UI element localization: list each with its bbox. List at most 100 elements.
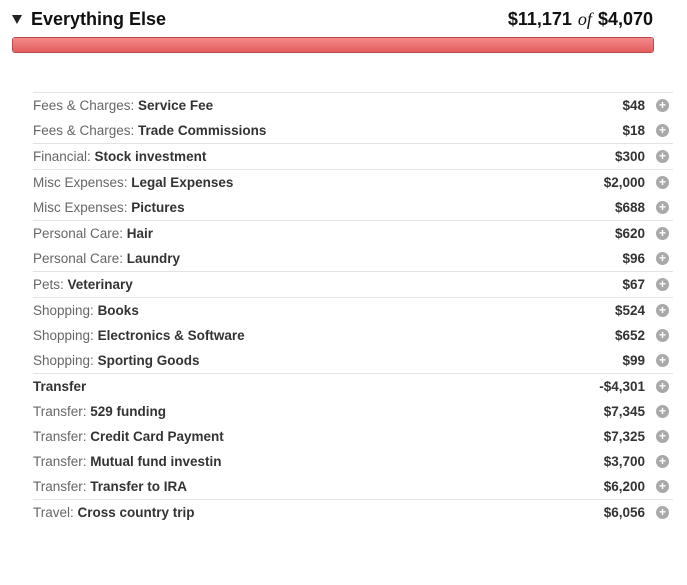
- subcategory-label: Transfer to IRA: [90, 479, 188, 494]
- subcategory-label: Stock investment: [94, 149, 207, 164]
- collapse-triangle-icon[interactable]: [12, 15, 22, 24]
- amount-value: $300: [614, 149, 645, 164]
- plus-circle-icon[interactable]: +: [656, 354, 669, 367]
- budget-line-item[interactable]: Personal Care: Laundry $96 +: [33, 246, 673, 271]
- category-group: Shopping: Books $524 + Shopping: Electronic…: [33, 297, 673, 373]
- budget-line-item[interactable]: Pets: Veterinary $67 +: [33, 272, 673, 297]
- plus-circle-icon[interactable]: +: [656, 99, 669, 112]
- subcategory-label: Sporting Goods: [97, 353, 200, 368]
- of-label: of: [577, 9, 592, 29]
- category-label: Transfer:: [33, 404, 91, 419]
- category-group: Personal Care: Hair $620 + Personal Care: L…: [33, 220, 673, 271]
- budget-totals: $11,171 of $4,070: [508, 9, 653, 30]
- amount-value: $7,345: [603, 404, 645, 419]
- subcategory-label: Veterinary: [67, 277, 133, 292]
- amount-value: $7,325: [603, 429, 645, 444]
- budget-line-item[interactable]: Fees & Charges: Trade Commissions $18 +: [33, 118, 673, 143]
- budget-line-item[interactable]: Shopping: Books $524 +: [33, 298, 673, 323]
- budget-line-item[interactable]: Transfer: Mutual fund investin $3,700 +: [33, 449, 673, 474]
- spent-amount: $11,171: [507, 9, 572, 29]
- category-label: Misc Expenses:: [33, 175, 132, 190]
- budget-amount: $4,070: [597, 9, 653, 29]
- plus-circle-icon[interactable]: +: [656, 304, 669, 317]
- amount-value: $6,056: [603, 505, 645, 520]
- plus-circle-icon[interactable]: +: [656, 480, 669, 493]
- amount-value: $99: [622, 353, 645, 368]
- category-group: Travel: Cross country trip $6,056 +: [33, 499, 673, 525]
- subcategory-label: Legal Expenses: [131, 175, 234, 190]
- subcategory-label: Hair: [126, 226, 154, 241]
- plus-circle-icon[interactable]: +: [656, 201, 669, 214]
- subcategory-label: Pictures: [131, 200, 185, 215]
- section-title: Everything Else: [31, 9, 167, 29]
- plus-circle-icon[interactable]: +: [656, 252, 669, 265]
- budget-line-item[interactable]: Transfer: Credit Card Payment $7,325 +: [33, 424, 673, 449]
- category-label: Shopping:: [33, 353, 98, 368]
- budget-line-item[interactable]: Fees & Charges: Service Fee $48 +: [33, 93, 673, 118]
- plus-circle-icon[interactable]: +: [656, 506, 669, 519]
- plus-circle-icon[interactable]: +: [656, 455, 669, 468]
- category-label: Fees & Charges:: [33, 98, 139, 113]
- subcategory-label: Credit Card Payment: [90, 429, 224, 444]
- category-label: Personal Care:: [33, 251, 127, 266]
- category-label: Fees & Charges:: [33, 123, 139, 138]
- budget-line-item[interactable]: Transfer -$4,301 +: [33, 374, 673, 399]
- category-label: Personal Care:: [33, 226, 127, 241]
- plus-circle-icon[interactable]: +: [656, 405, 669, 418]
- subcategory-label: Mutual fund investin: [90, 454, 222, 469]
- category-label: Transfer: [33, 379, 87, 394]
- amount-value: $48: [622, 98, 645, 113]
- subcategory-label: Trade Commissions: [138, 123, 267, 138]
- category-label: Shopping:: [33, 303, 98, 318]
- plus-circle-icon[interactable]: +: [656, 150, 669, 163]
- category-group: Pets: Veterinary $67 +: [33, 271, 673, 297]
- category-label: Travel:: [33, 505, 78, 520]
- budget-line-item[interactable]: Transfer: 529 funding $7,345 +: [33, 399, 673, 424]
- budget-line-item[interactable]: Shopping: Electronics & Software $652 +: [33, 323, 673, 348]
- subcategory-label: Service Fee: [138, 98, 214, 113]
- category-group: Financial: Stock investment $300 +: [33, 143, 673, 169]
- category-group: Transfer -$4,301 + Transfer: 529 funding $7,…: [33, 373, 673, 499]
- budget-line-item[interactable]: Misc Expenses: Pictures $688 +: [33, 195, 673, 220]
- category-label: Misc Expenses:: [33, 200, 132, 215]
- category-group: Misc Expenses: Legal Expenses $2,000 + Misc…: [33, 169, 673, 220]
- amount-value: $67: [622, 277, 645, 292]
- amount-value: $524: [614, 303, 645, 318]
- plus-circle-icon[interactable]: +: [656, 278, 669, 291]
- subcategory-label: Electronics & Software: [97, 328, 245, 343]
- plus-circle-icon[interactable]: +: [656, 329, 669, 342]
- plus-circle-icon[interactable]: +: [656, 124, 669, 137]
- category-label: Financial:: [33, 149, 95, 164]
- budget-progress-bar: [12, 37, 654, 53]
- category-label: Transfer:: [33, 454, 91, 469]
- budget-line-item[interactable]: Personal Care: Hair $620 +: [33, 221, 673, 246]
- amount-value: $18: [622, 123, 645, 138]
- subcategory-label: 529 funding: [90, 404, 167, 419]
- category-label: Transfer:: [33, 479, 91, 494]
- amount-value: $96: [622, 251, 645, 266]
- category-label: Transfer:: [33, 429, 91, 444]
- subcategory-label: Books: [97, 303, 139, 318]
- budget-line-item[interactable]: Travel: Cross country trip $6,056 +: [33, 500, 673, 525]
- amount-value: $2,000: [603, 175, 645, 190]
- amount-value: $652: [614, 328, 645, 343]
- amount-value: $688: [614, 200, 645, 215]
- budget-line-item[interactable]: Shopping: Sporting Goods $99 +: [33, 348, 673, 373]
- budget-progress-fill: [13, 38, 653, 52]
- budget-header: Everything Else $11,171 of $4,070: [0, 0, 687, 34]
- amount-value: $620: [614, 226, 645, 241]
- plus-circle-icon[interactable]: +: [656, 176, 669, 189]
- budget-line-item[interactable]: Financial: Stock investment $300 +: [33, 144, 673, 169]
- category-label: Pets:: [33, 277, 68, 292]
- category-group: Fees & Charges: Service Fee $48 + Fees & Ch…: [33, 92, 673, 143]
- amount-value: -$4,301: [599, 379, 645, 394]
- plus-circle-icon[interactable]: +: [656, 380, 669, 393]
- amount-value: $3,700: [603, 454, 645, 469]
- category-label: Shopping:: [33, 328, 98, 343]
- plus-circle-icon[interactable]: +: [656, 430, 669, 443]
- budget-line-item[interactable]: Misc Expenses: Legal Expenses $2,000 +: [33, 170, 673, 195]
- plus-circle-icon[interactable]: +: [656, 227, 669, 240]
- budget-line-item[interactable]: Transfer: Transfer to IRA $6,200 +: [33, 474, 673, 499]
- amount-value: $6,200: [603, 479, 645, 494]
- subcategory-label: Cross country trip: [77, 505, 195, 520]
